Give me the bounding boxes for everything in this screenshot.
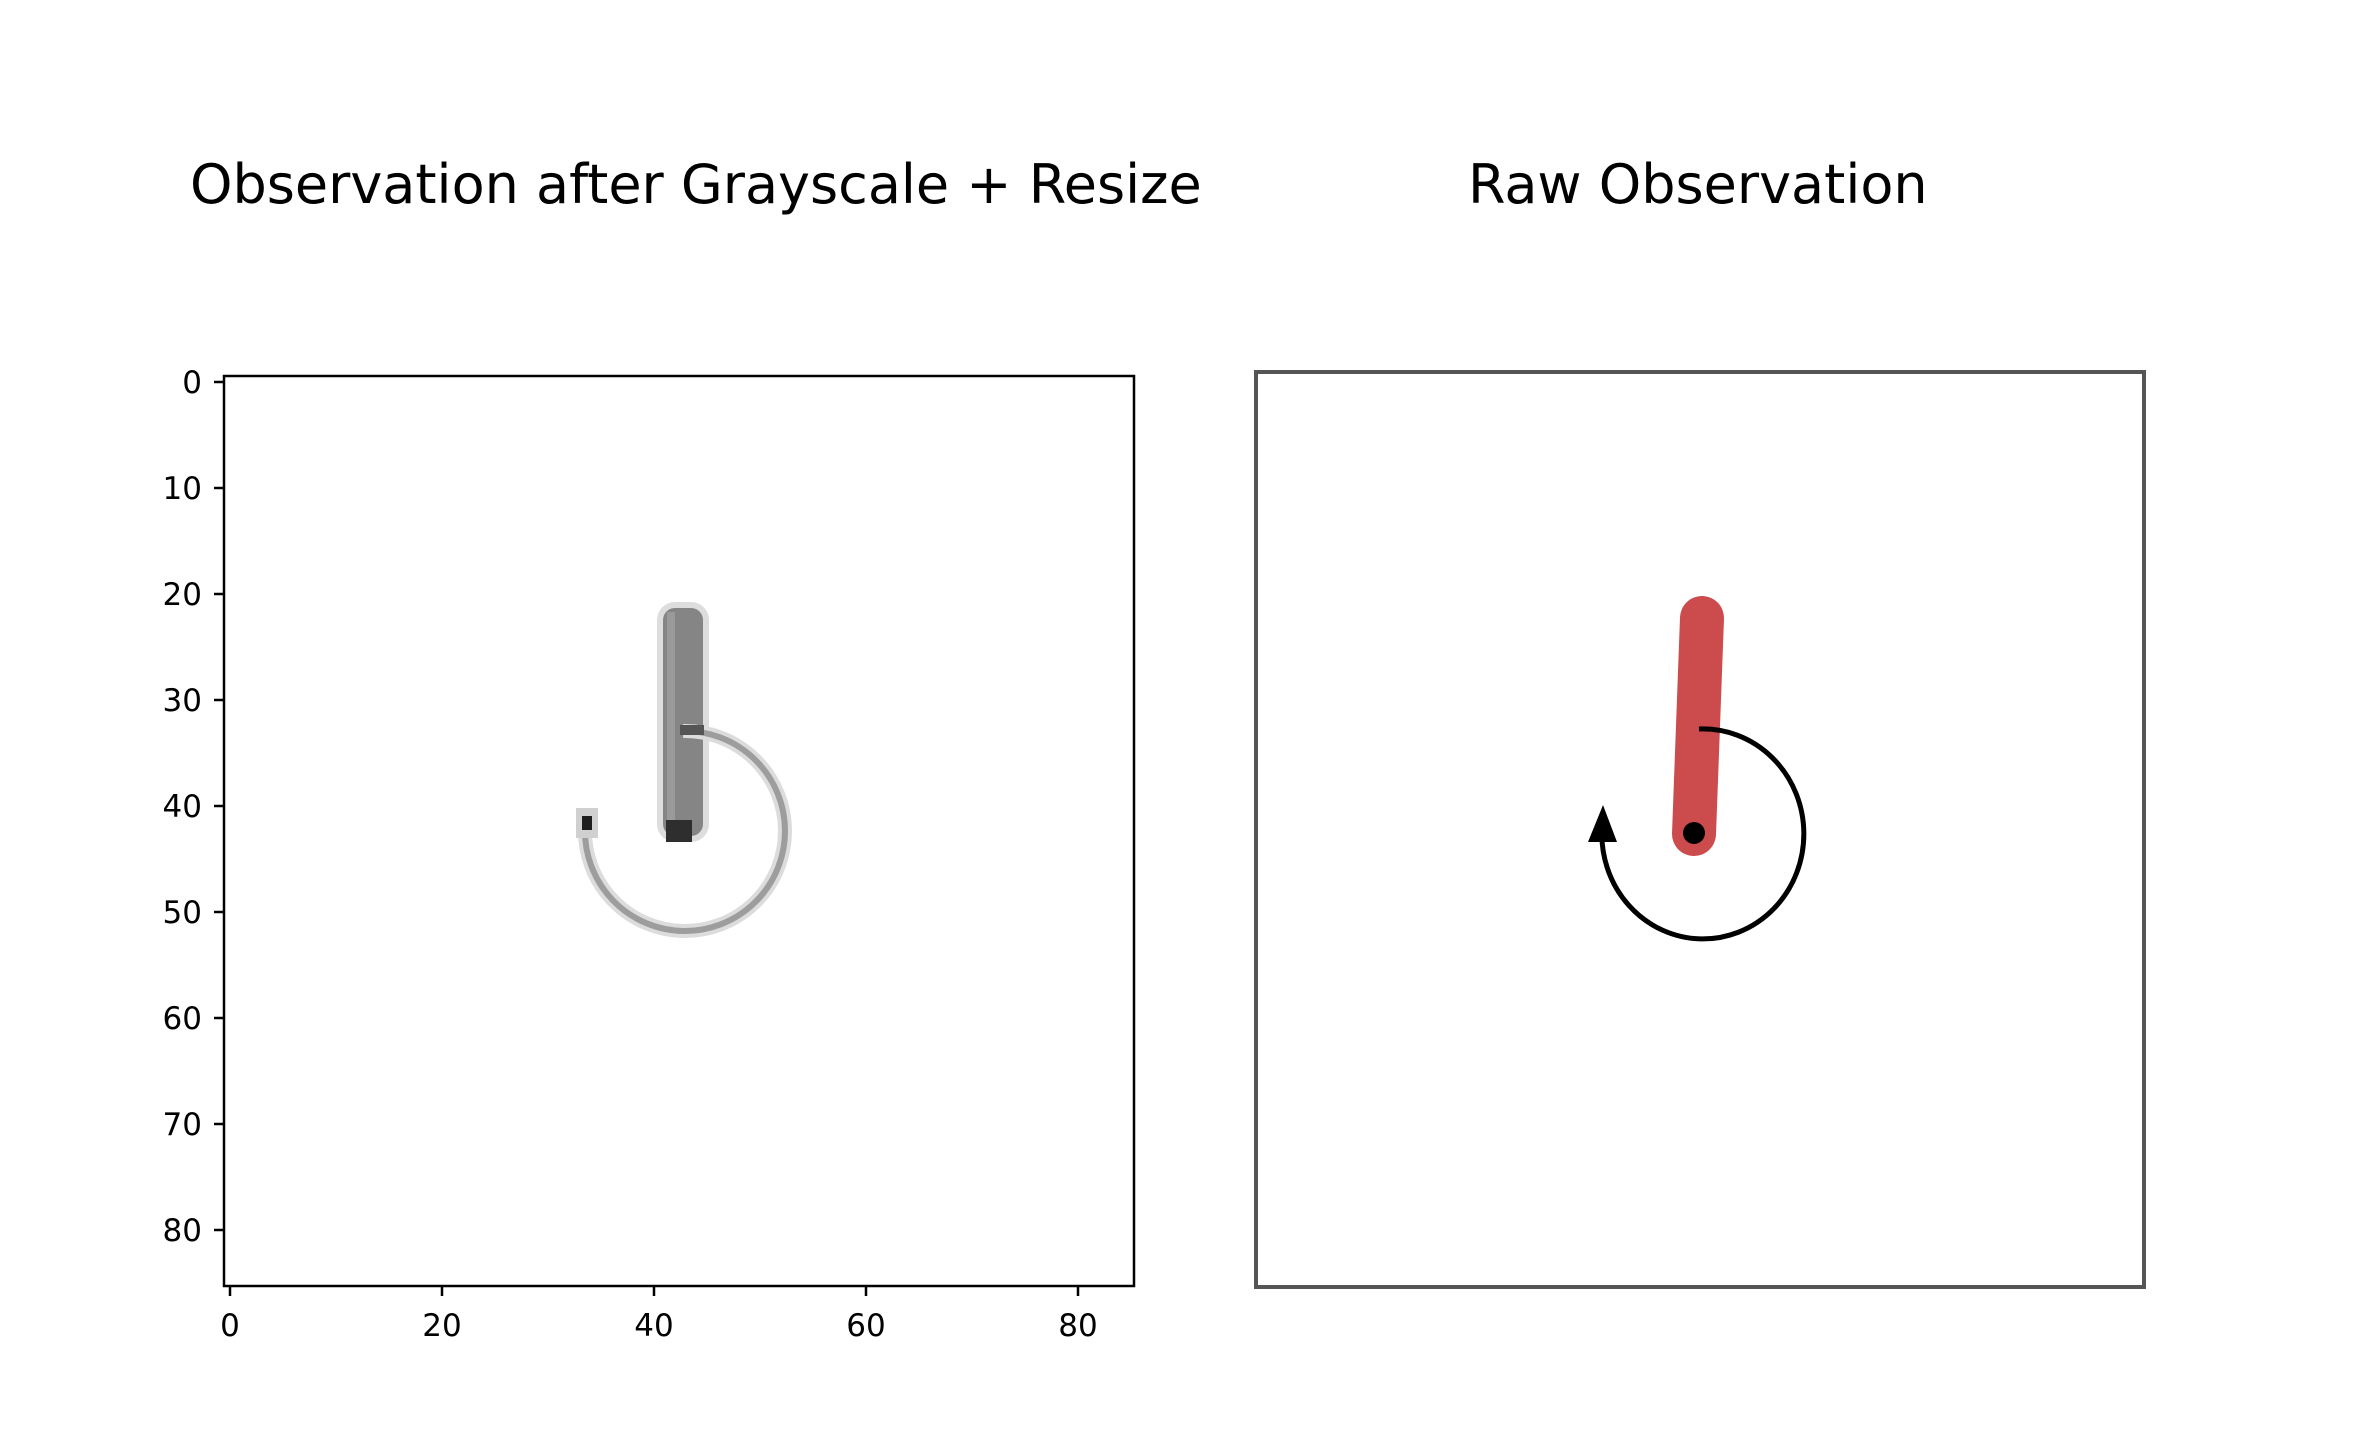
- x-tick: 60: [846, 1286, 886, 1344]
- grayscale-axes-frame: [222, 374, 1136, 1288]
- y-tick: 50: [163, 895, 224, 931]
- y-tick: 80: [163, 1213, 224, 1249]
- y-tick: 60: [163, 1001, 224, 1037]
- red-pole: [1672, 596, 1724, 856]
- y-tick-label: 40: [163, 789, 202, 825]
- counter-clockwise-arrow-icon: [1588, 726, 1807, 942]
- y-tick-label: 0: [182, 365, 202, 401]
- y-tick-label: 10: [163, 471, 202, 507]
- y-tick: 40: [163, 789, 224, 825]
- y-tick-label: 60: [163, 1001, 202, 1037]
- y-tick: 70: [163, 1107, 224, 1143]
- y-tick-label: 30: [163, 683, 202, 719]
- y-tick-label: 50: [163, 895, 202, 931]
- y-tick: 0: [182, 365, 224, 401]
- x-tick-label: 20: [422, 1308, 461, 1344]
- grayscale-panel-title: Observation after Grayscale + Resize: [190, 153, 1202, 216]
- y-tick-label: 70: [163, 1107, 202, 1143]
- grayscale-panel: 0 10 20 30 40 50: [163, 365, 1136, 1344]
- grayscale-pole: [657, 602, 709, 842]
- pivot-dot: [1683, 822, 1705, 844]
- x-tick: 80: [1058, 1286, 1098, 1344]
- x-tick-label: 40: [634, 1308, 673, 1344]
- y-tick: 20: [163, 577, 224, 613]
- x-tick-label: 0: [220, 1308, 240, 1344]
- y-axis: 0 10 20 30 40 50: [163, 365, 224, 1249]
- x-tick: 20: [422, 1286, 462, 1344]
- x-tick: 0: [220, 1286, 240, 1344]
- raw-panel-title: Raw Observation: [1468, 153, 1928, 216]
- y-tick-label: 80: [163, 1213, 202, 1249]
- y-tick: 30: [163, 683, 224, 719]
- grayscale-pivot: [666, 820, 692, 842]
- grayscale-rotation-arc: [576, 723, 792, 938]
- x-tick-label: 60: [846, 1308, 885, 1344]
- raw-panel: [1254, 370, 2146, 1289]
- y-tick-label: 20: [163, 577, 202, 613]
- y-tick: 10: [163, 471, 224, 507]
- x-tick: 40: [634, 1286, 674, 1344]
- x-tick-label: 80: [1058, 1308, 1097, 1344]
- x-axis: 0 20 40 60 80: [220, 1286, 1098, 1344]
